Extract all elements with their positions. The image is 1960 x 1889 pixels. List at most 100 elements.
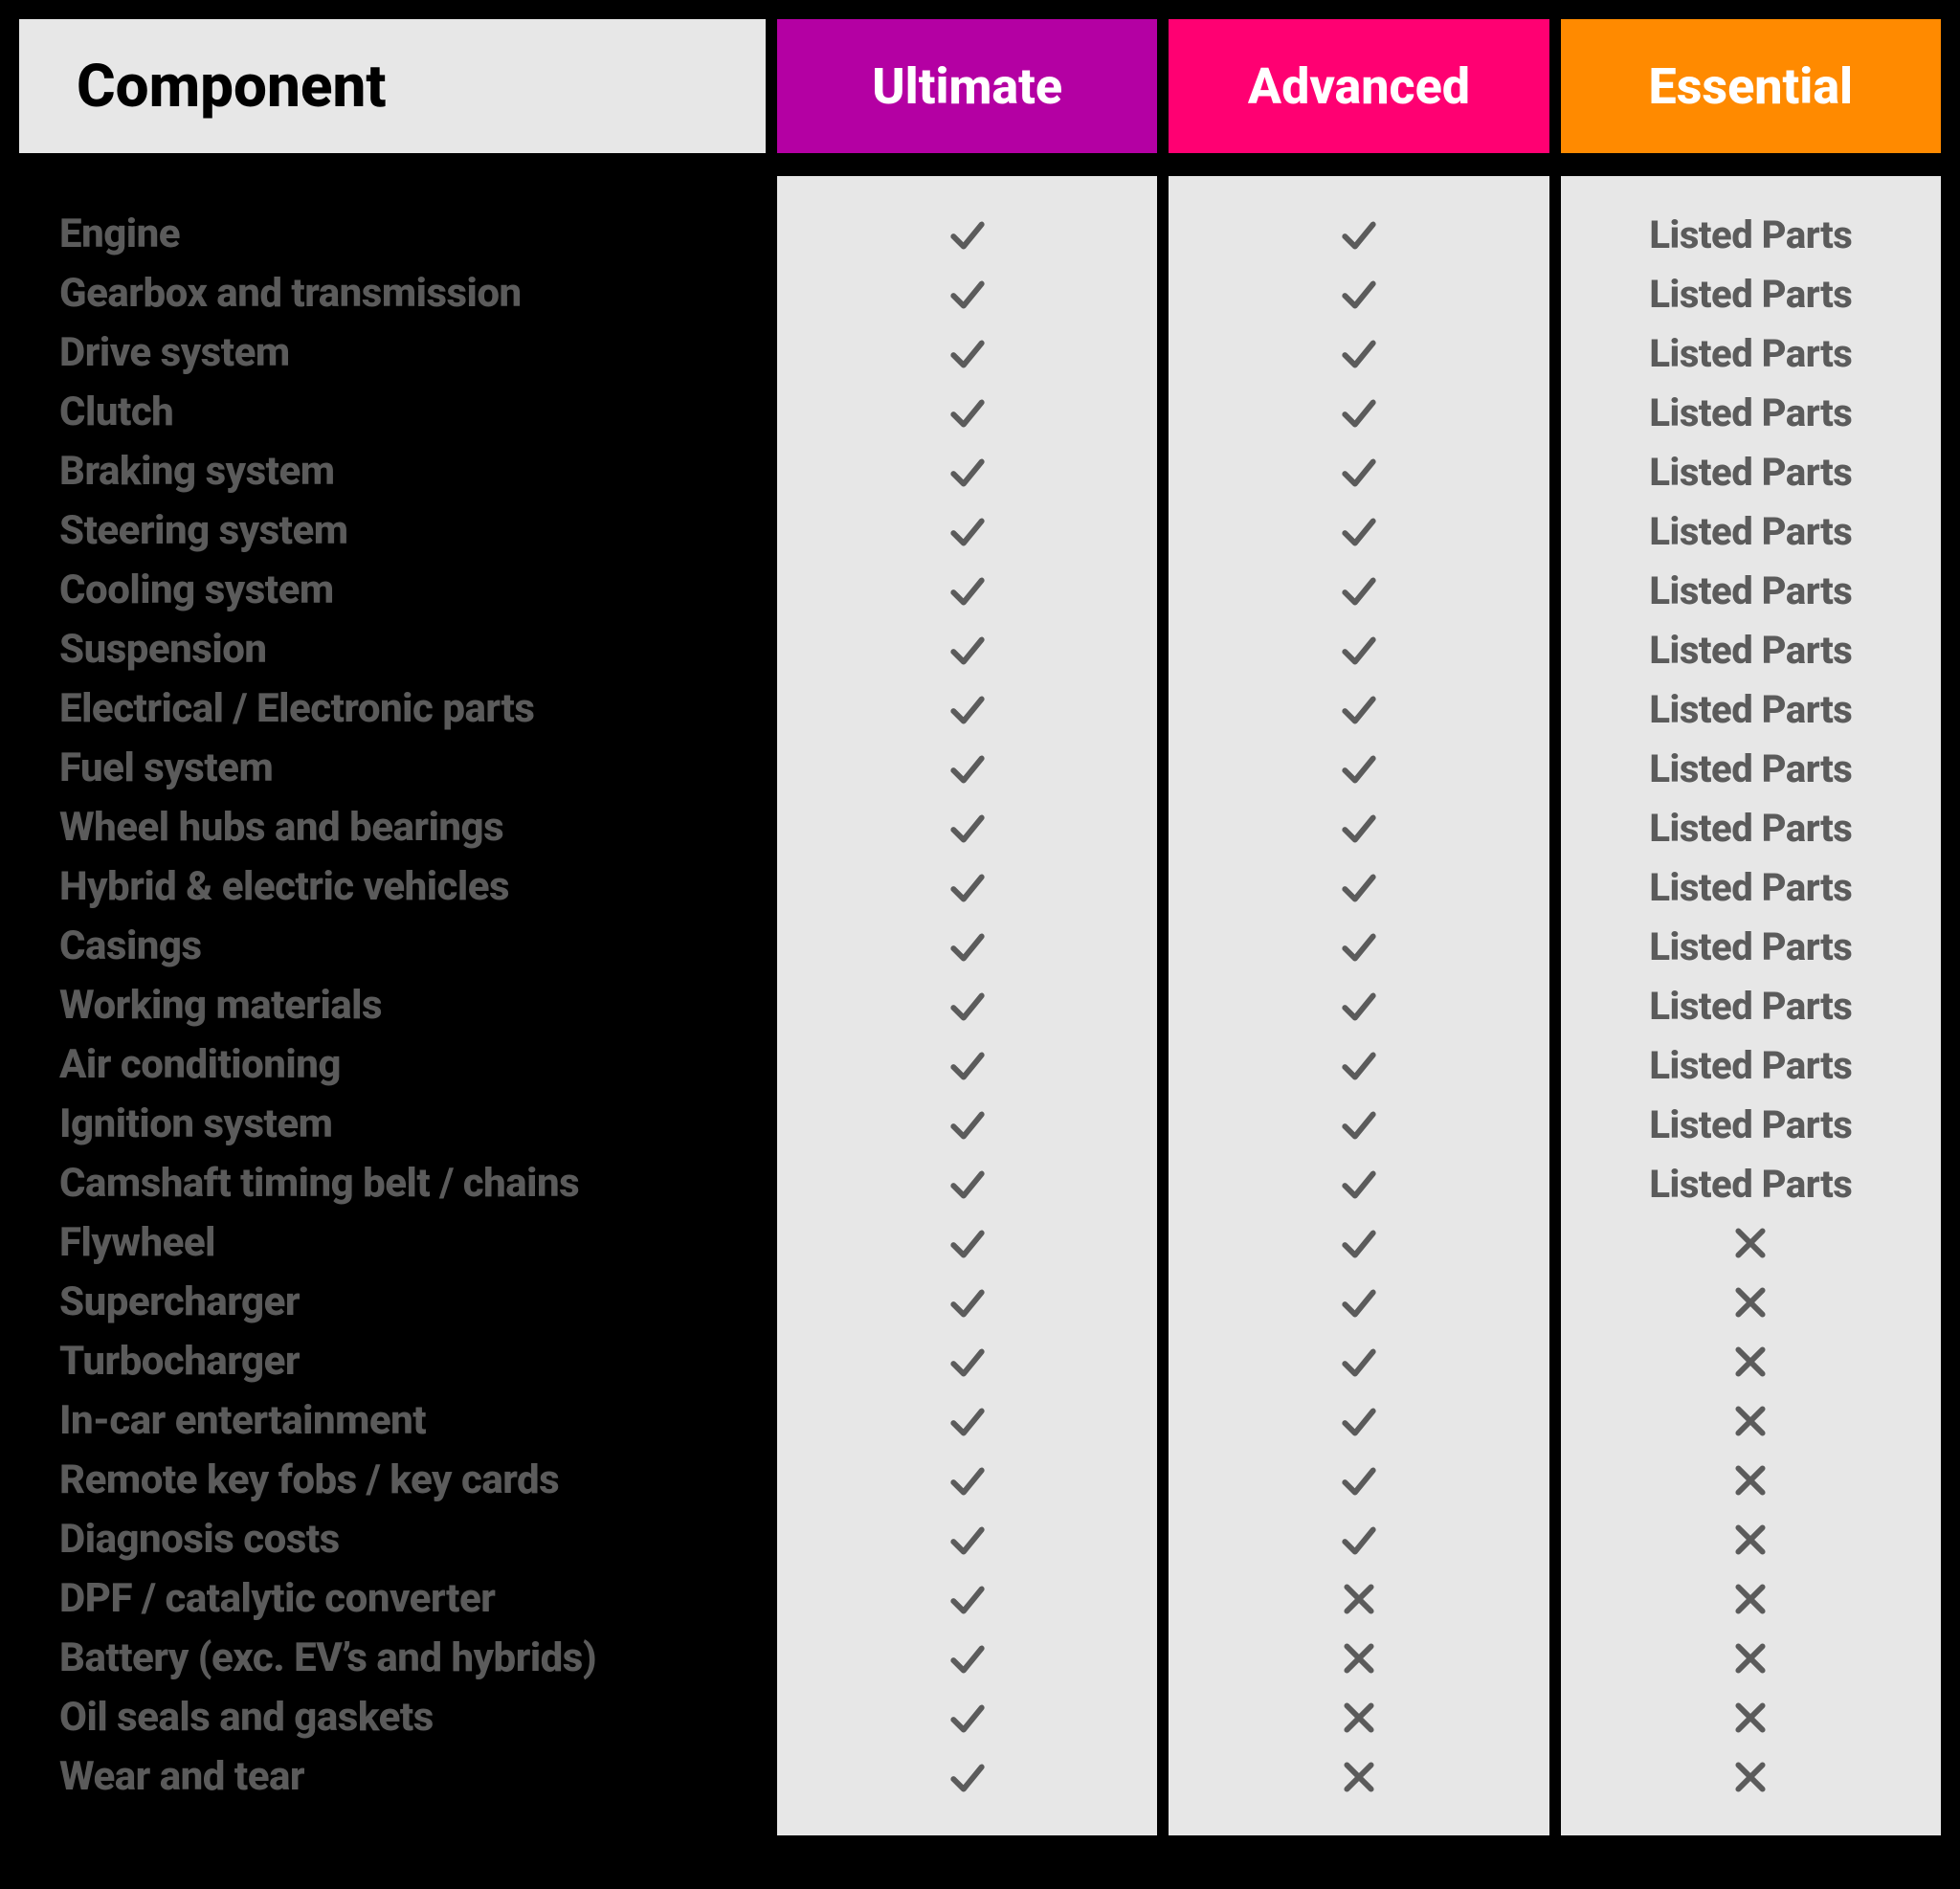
table-cell [1169, 620, 1548, 679]
listed-parts-text: Listed Parts [1649, 212, 1852, 257]
component-label: Wheel hubs and bearings [59, 798, 766, 857]
table-cell [777, 620, 1157, 679]
table-cell [1169, 857, 1548, 917]
table-cell: Listed Parts [1561, 561, 1941, 620]
check-icon [947, 1638, 988, 1678]
table-cell [1561, 1569, 1941, 1629]
cross-icon [1730, 1460, 1771, 1500]
check-icon [1339, 1164, 1379, 1204]
table-cell: Listed Parts [1561, 798, 1941, 857]
table-cell [1169, 1154, 1548, 1213]
table-cell [1561, 1391, 1941, 1451]
table-cell: Listed Parts [1561, 205, 1941, 264]
check-icon [1339, 808, 1379, 848]
check-icon [947, 1460, 988, 1500]
component-label: In-car entertainment [59, 1391, 766, 1451]
table-cell [777, 1332, 1157, 1391]
component-label: Drive system [59, 323, 766, 383]
table-cell [1169, 1391, 1548, 1451]
cross-icon [1339, 1757, 1379, 1797]
table-cell [777, 1273, 1157, 1332]
cross-icon [1730, 1282, 1771, 1322]
check-icon [1339, 214, 1379, 255]
table-cell [1169, 383, 1548, 442]
header-tier-essential: Essential [1561, 19, 1941, 153]
check-icon [947, 1401, 988, 1441]
table-cell [777, 323, 1157, 383]
component-label: Working materials [59, 976, 766, 1035]
cross-icon [1730, 1757, 1771, 1797]
table-cell [777, 205, 1157, 264]
table-cell: Listed Parts [1561, 1035, 1941, 1095]
component-label: Suspension [59, 620, 766, 679]
table-cell: Listed Parts [1561, 501, 1941, 561]
cross-icon [1339, 1579, 1379, 1619]
listed-parts-text: Listed Parts [1649, 509, 1852, 554]
check-icon [947, 1223, 988, 1263]
table-cell [1561, 1213, 1941, 1273]
table-cell: Listed Parts [1561, 264, 1941, 323]
table-cell: Listed Parts [1561, 1095, 1941, 1154]
component-label: Ignition system [59, 1095, 766, 1154]
table-cell: Listed Parts [1561, 857, 1941, 917]
comparison-table: Component Ultimate Advanced Essential En… [19, 19, 1941, 1835]
table-cell [1169, 1629, 1548, 1688]
check-icon [1339, 1460, 1379, 1500]
header-component: Component [19, 19, 766, 153]
table-cell [1169, 1035, 1548, 1095]
table-cell [1169, 739, 1548, 798]
table-cell [1561, 1688, 1941, 1747]
table-cell: Listed Parts [1561, 976, 1941, 1035]
cross-icon [1730, 1638, 1771, 1678]
component-label: Electrical / Electronic parts [59, 679, 766, 739]
check-icon [1339, 867, 1379, 907]
table-cell [1169, 323, 1548, 383]
table-cell [1169, 917, 1548, 976]
check-icon [1339, 452, 1379, 492]
table-cell [1169, 976, 1548, 1035]
table-cell [1169, 561, 1548, 620]
table-cell [777, 1510, 1157, 1569]
component-label: Supercharger [59, 1273, 766, 1332]
table-cell: Listed Parts [1561, 917, 1941, 976]
table-cell [1169, 1688, 1548, 1747]
check-icon [1339, 1045, 1379, 1085]
check-icon [947, 1342, 988, 1382]
table-cell [1561, 1451, 1941, 1510]
check-icon [947, 1757, 988, 1797]
check-icon [947, 1282, 988, 1322]
header-tier-ultimate: Ultimate [777, 19, 1157, 153]
table-cell: Listed Parts [1561, 679, 1941, 739]
table-cell [777, 1095, 1157, 1154]
table-cell [1169, 1451, 1548, 1510]
table-cell [777, 917, 1157, 976]
component-label: Oil seals and gaskets [59, 1688, 766, 1747]
component-label: Braking system [59, 442, 766, 501]
check-icon [947, 808, 988, 848]
check-icon [1339, 926, 1379, 967]
component-label: Battery (exc. EV’s and hybrids) [59, 1629, 766, 1688]
check-icon [1339, 689, 1379, 729]
component-label: Turbocharger [59, 1332, 766, 1391]
check-icon [1339, 1342, 1379, 1382]
table-cell [1169, 1332, 1548, 1391]
table-cell [777, 501, 1157, 561]
check-icon [1339, 511, 1379, 551]
table-cell [1169, 798, 1548, 857]
listed-parts-text: Listed Parts [1649, 1102, 1852, 1147]
table-cell [1561, 1510, 1941, 1569]
component-label: Steering system [59, 501, 766, 561]
table-cell [777, 857, 1157, 917]
component-label: Engine [59, 205, 766, 264]
check-icon [1339, 748, 1379, 789]
check-icon [947, 630, 988, 670]
check-icon [947, 570, 988, 611]
table-cell [777, 679, 1157, 739]
table-cell [777, 264, 1157, 323]
table-cell [1561, 1332, 1941, 1391]
listed-parts-text: Listed Parts [1649, 1043, 1852, 1088]
cross-icon [1339, 1638, 1379, 1678]
table-cell: Listed Parts [1561, 323, 1941, 383]
table-cell [1561, 1629, 1941, 1688]
component-label: Casings [59, 917, 766, 976]
